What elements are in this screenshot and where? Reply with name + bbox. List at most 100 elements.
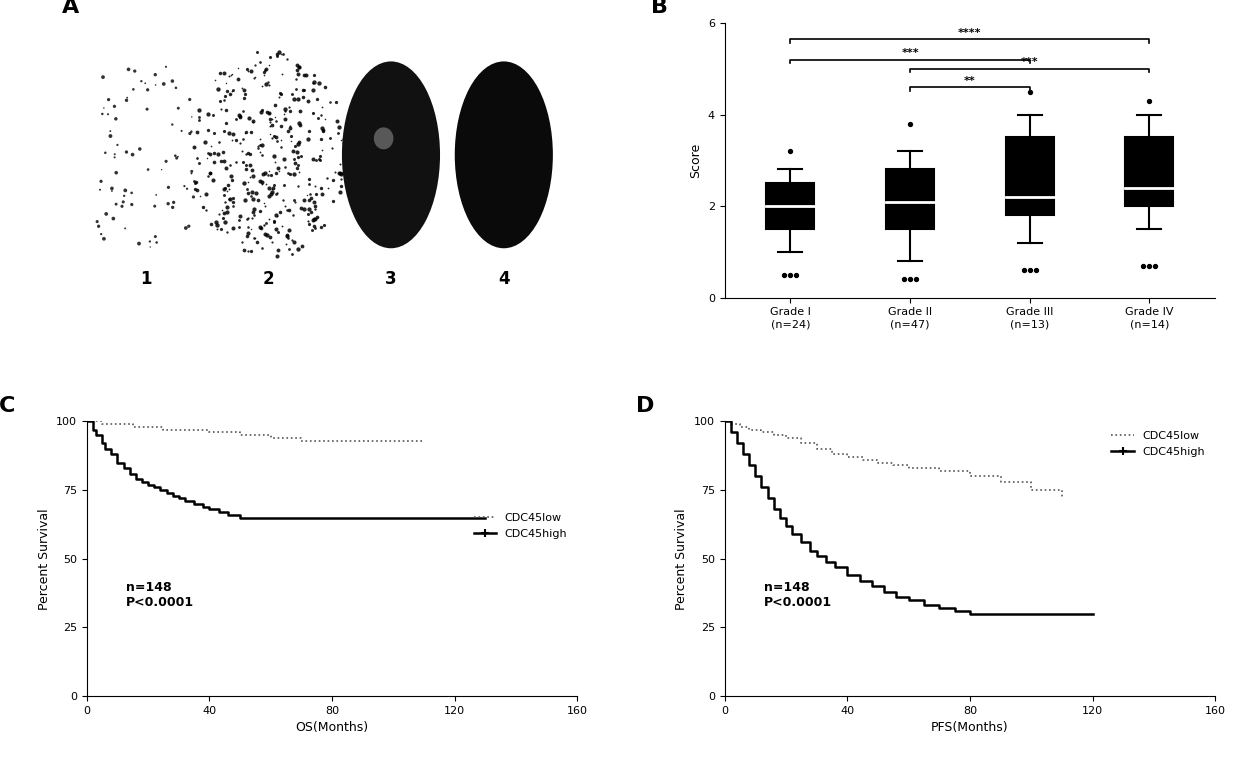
Point (216, 182, 236, 194)
Point (284, 93, 304, 105)
Ellipse shape (373, 127, 393, 149)
Point (200, 168, 219, 180)
Point (234, 83, 254, 96)
Point (267, 135, 286, 147)
Point (257, 229, 277, 241)
Point (237, 158, 257, 171)
Text: n=148
P<0.0001: n=148 P<0.0001 (126, 581, 195, 609)
Point (146, 189, 166, 201)
Point (335, 165, 355, 177)
Point (275, 105, 295, 117)
Point (205, 147, 224, 159)
Point (140, 236, 160, 248)
Point (102, 185, 122, 197)
Point (115, 184, 135, 197)
Text: 4: 4 (498, 270, 510, 288)
Point (182, 165, 202, 177)
Point (246, 59, 265, 71)
Legend: CDC45low, CDC45high: CDC45low, CDC45high (1107, 427, 1210, 461)
Point (272, 220, 291, 233)
Point (281, 135, 301, 147)
Point (179, 220, 198, 233)
Point (255, 178, 275, 190)
Point (250, 56, 270, 68)
Point (288, 64, 308, 76)
Point (243, 193, 263, 205)
Point (269, 45, 289, 57)
Point (196, 187, 216, 200)
Point (162, 75, 182, 87)
Point (254, 68, 274, 80)
Point (1146, 259, 1166, 272)
Point (288, 243, 308, 255)
Point (247, 47, 267, 59)
Point (301, 192, 321, 204)
Point (270, 87, 290, 99)
Point (156, 60, 176, 73)
Point (310, 150, 330, 162)
Point (289, 93, 309, 105)
Point (299, 194, 319, 206)
Point (288, 138, 308, 151)
Point (285, 157, 305, 169)
Point (202, 174, 222, 186)
Point (263, 186, 283, 198)
Text: n=148
P<0.0001: n=148 P<0.0001 (764, 581, 832, 609)
Point (233, 133, 253, 145)
Point (117, 94, 136, 106)
Point (265, 209, 285, 221)
Point (255, 64, 275, 76)
Point (198, 124, 218, 136)
Point (243, 206, 263, 218)
Point (269, 165, 289, 177)
Point (93, 71, 113, 83)
Point (211, 95, 231, 107)
Point (288, 146, 308, 158)
Point (309, 77, 329, 90)
Point (327, 127, 347, 139)
Point (289, 67, 309, 80)
Point (94, 102, 114, 114)
Bar (1126, 138, 1173, 206)
Point (236, 125, 255, 138)
Point (222, 134, 242, 146)
Point (222, 174, 242, 186)
Point (239, 148, 259, 160)
Point (289, 136, 309, 148)
Point (264, 214, 284, 226)
Point (213, 125, 233, 137)
Point (900, 118, 920, 130)
Point (288, 180, 308, 192)
Point (221, 171, 241, 183)
Point (280, 119, 300, 132)
Point (237, 213, 257, 225)
Point (260, 231, 280, 243)
Point (304, 196, 324, 208)
Point (299, 125, 319, 138)
Point (105, 148, 125, 161)
Point (200, 168, 219, 180)
Point (295, 69, 315, 81)
Point (1140, 259, 1159, 272)
Point (279, 232, 299, 244)
Point (281, 129, 301, 142)
Point (306, 187, 326, 200)
Point (288, 162, 308, 174)
Point (257, 63, 277, 75)
Point (159, 181, 179, 194)
Point (284, 168, 304, 180)
Point (335, 157, 355, 169)
Point (238, 65, 258, 77)
Point (262, 132, 281, 145)
Point (223, 200, 243, 213)
Point (1133, 259, 1153, 272)
Point (218, 182, 238, 194)
Point (310, 154, 330, 166)
Point (284, 145, 304, 157)
Point (119, 63, 139, 76)
Point (125, 65, 145, 77)
Point (330, 168, 350, 180)
Point (317, 172, 337, 184)
Point (146, 236, 166, 249)
Text: A: A (62, 0, 79, 18)
